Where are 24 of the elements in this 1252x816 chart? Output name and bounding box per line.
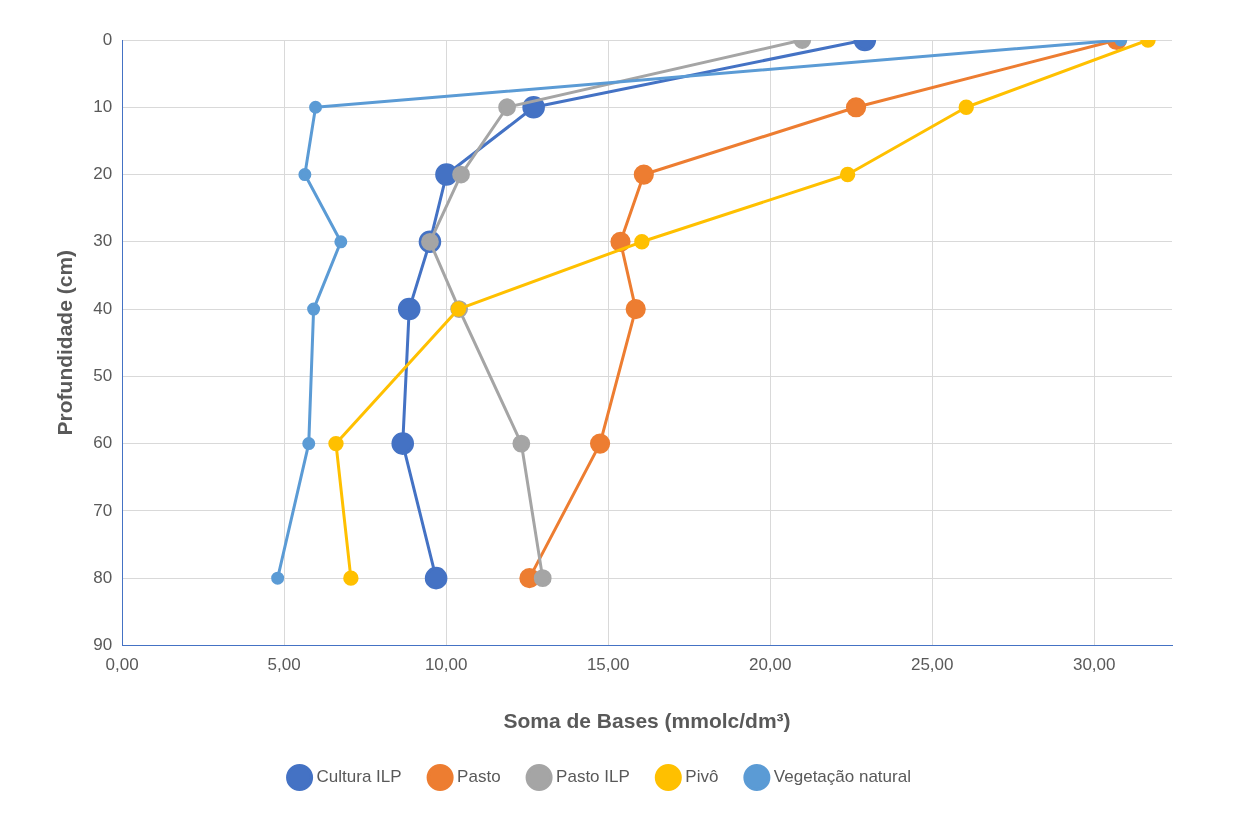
y-tick-label: 60 [93,433,113,453]
x-tick-label: 15,00 [586,655,630,675]
y-tick-label: 20 [93,164,113,184]
x-axis-title: Soma de Bases (mmolc/dm³) [503,709,791,733]
y-tick-label: 40 [93,298,113,318]
x-tick-label: 10,00 [424,655,468,675]
x-tick-label: 20,00 [748,655,792,675]
x-tick-label: 30,00 [1072,655,1116,675]
y-tick-label: 90 [93,635,113,655]
y-tick-label: 50 [93,366,113,386]
y-tick-label: 70 [93,500,113,520]
x-tick-label: 25,00 [910,655,954,675]
y-tick-label: 30 [93,231,113,251]
legend-label: Pivô [685,767,719,787]
x-tick-label: 5,00 [267,655,301,675]
x-tick-label: 0,00 [105,655,139,675]
y-tick-label: 0 [102,29,113,49]
y-tick-label: 10 [93,96,113,116]
legend-label: Cultura ILP [316,767,402,787]
legend-label: Vegetação natural [773,767,911,787]
legend-label: Pasto ILP [556,767,630,787]
legend-label: Pasto [457,767,501,787]
y-tick-label: 80 [93,567,113,587]
y-axis-title: Profundidade (cm) [53,249,77,436]
